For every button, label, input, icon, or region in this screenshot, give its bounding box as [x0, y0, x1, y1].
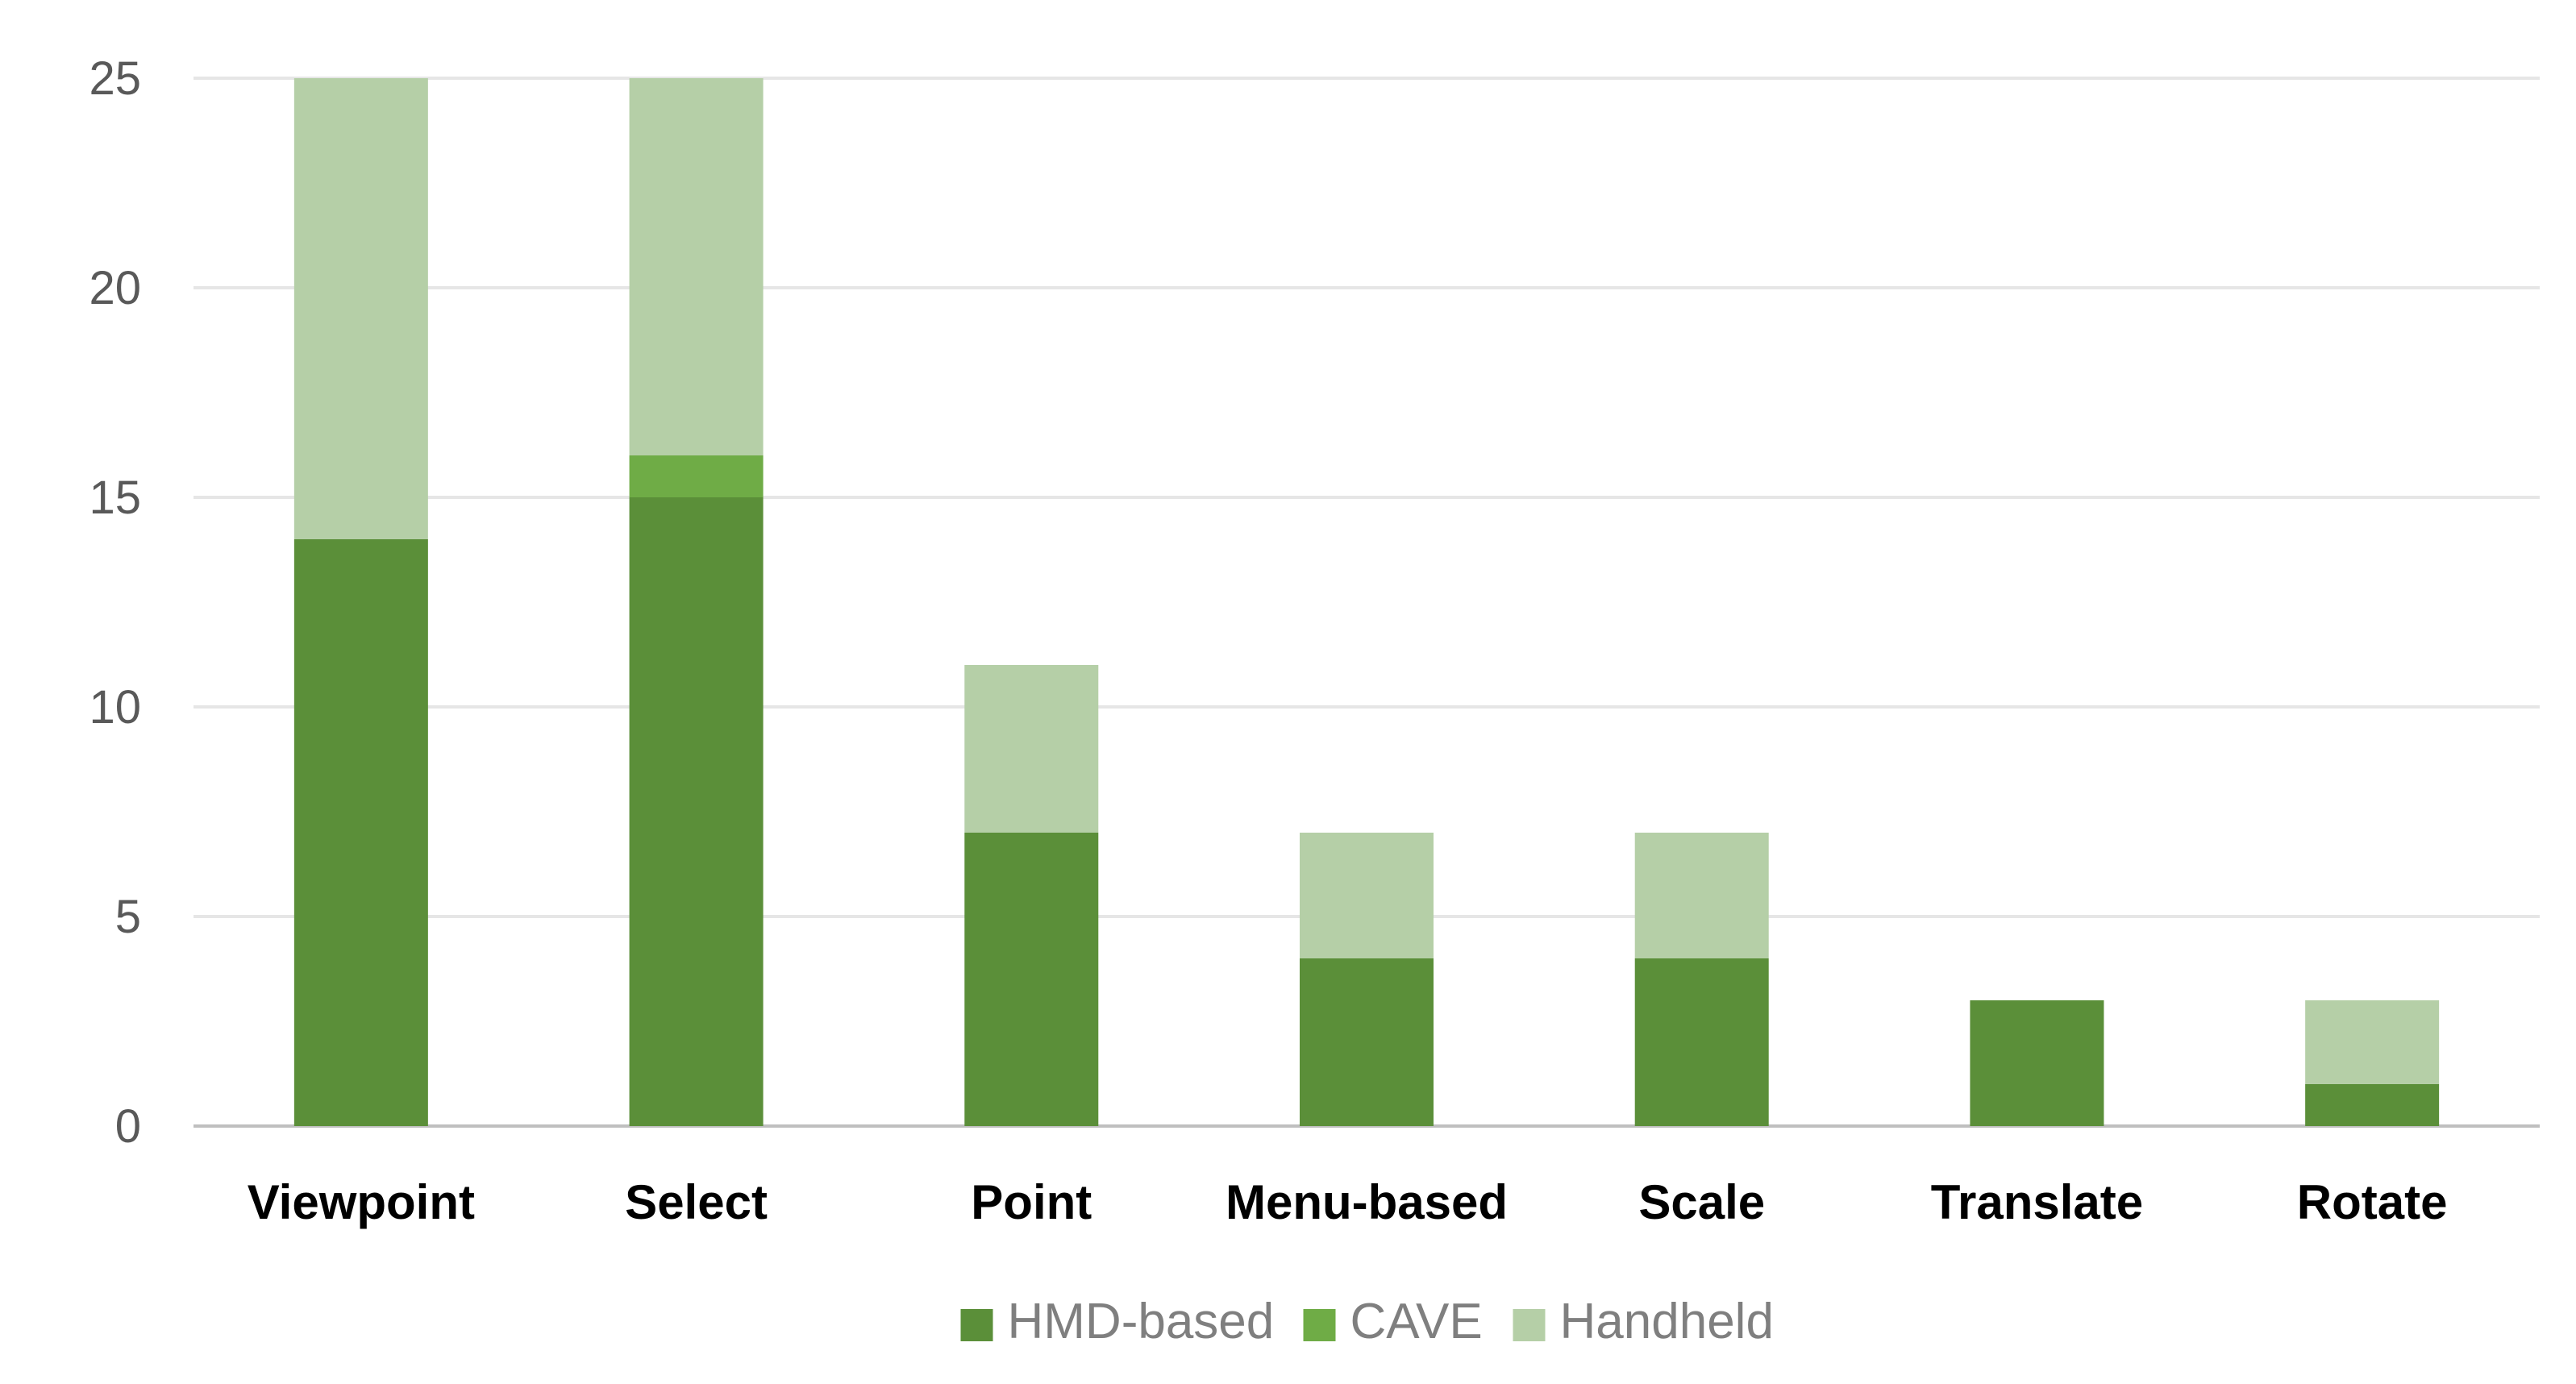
x-tick-label: Point [971, 1175, 1092, 1229]
legend-swatch [1303, 1309, 1336, 1341]
y-tick-label: 5 [115, 891, 141, 943]
y-tick-label: 20 [89, 262, 141, 314]
bar-segment-viewpoint-hmd-based [293, 539, 428, 1126]
y-tick-label: 10 [89, 681, 141, 734]
bar-segment-translate-hmd-based [1970, 1000, 2104, 1126]
y-tick-label: 15 [89, 472, 141, 524]
y-axis: 0 5 10 15 20 25 [89, 52, 141, 1153]
bars [293, 78, 2440, 1126]
legend-swatch [960, 1309, 993, 1341]
x-tick-label: Viewpoint [248, 1175, 475, 1229]
bar-segment-point-handheld [964, 665, 1099, 833]
legend: HMD-based CAVE Handheld [960, 1294, 1774, 1349]
y-tick-label: 25 [89, 52, 141, 105]
bar-segment-scale-hmd-based [1634, 958, 1769, 1126]
x-axis: Viewpoint Select Point Menu-based Scale Trans… [248, 1175, 2448, 1229]
bar-segment-menu-based-hmd-based [1300, 958, 1434, 1126]
x-tick-label: Rotate [2297, 1175, 2448, 1229]
bar-segment-select-cave [629, 455, 764, 497]
bar-segment-select-hmd-based [629, 497, 764, 1126]
bar-segment-menu-based-handheld [1300, 833, 1434, 958]
legend-item: CAVE [1303, 1294, 1483, 1349]
legend-item: Handheld [1513, 1294, 1774, 1349]
legend-item: HMD-based [960, 1294, 1275, 1349]
x-tick-label: Translate [1931, 1175, 2143, 1229]
bar-segment-rotate-handheld [2305, 1000, 2440, 1084]
legend-label: HMD-based [1008, 1294, 1275, 1349]
legend-label: CAVE [1350, 1294, 1483, 1349]
x-tick-label: Scale [1638, 1175, 1765, 1229]
bar-segment-scale-handheld [1634, 833, 1769, 958]
x-tick-label: Menu-based [1226, 1175, 1508, 1229]
bar-segment-viewpoint-handheld [293, 78, 428, 539]
y-tick-label: 0 [115, 1100, 141, 1153]
bar-segment-rotate-hmd-based [2305, 1084, 2440, 1126]
legend-swatch [1513, 1309, 1546, 1341]
legend-label: Handheld [1560, 1294, 1774, 1349]
bar-segment-select-handheld [629, 78, 764, 455]
x-tick-label: Select [625, 1175, 768, 1229]
bar-segment-point-hmd-based [964, 833, 1099, 1126]
gridlines [194, 77, 2540, 1128]
